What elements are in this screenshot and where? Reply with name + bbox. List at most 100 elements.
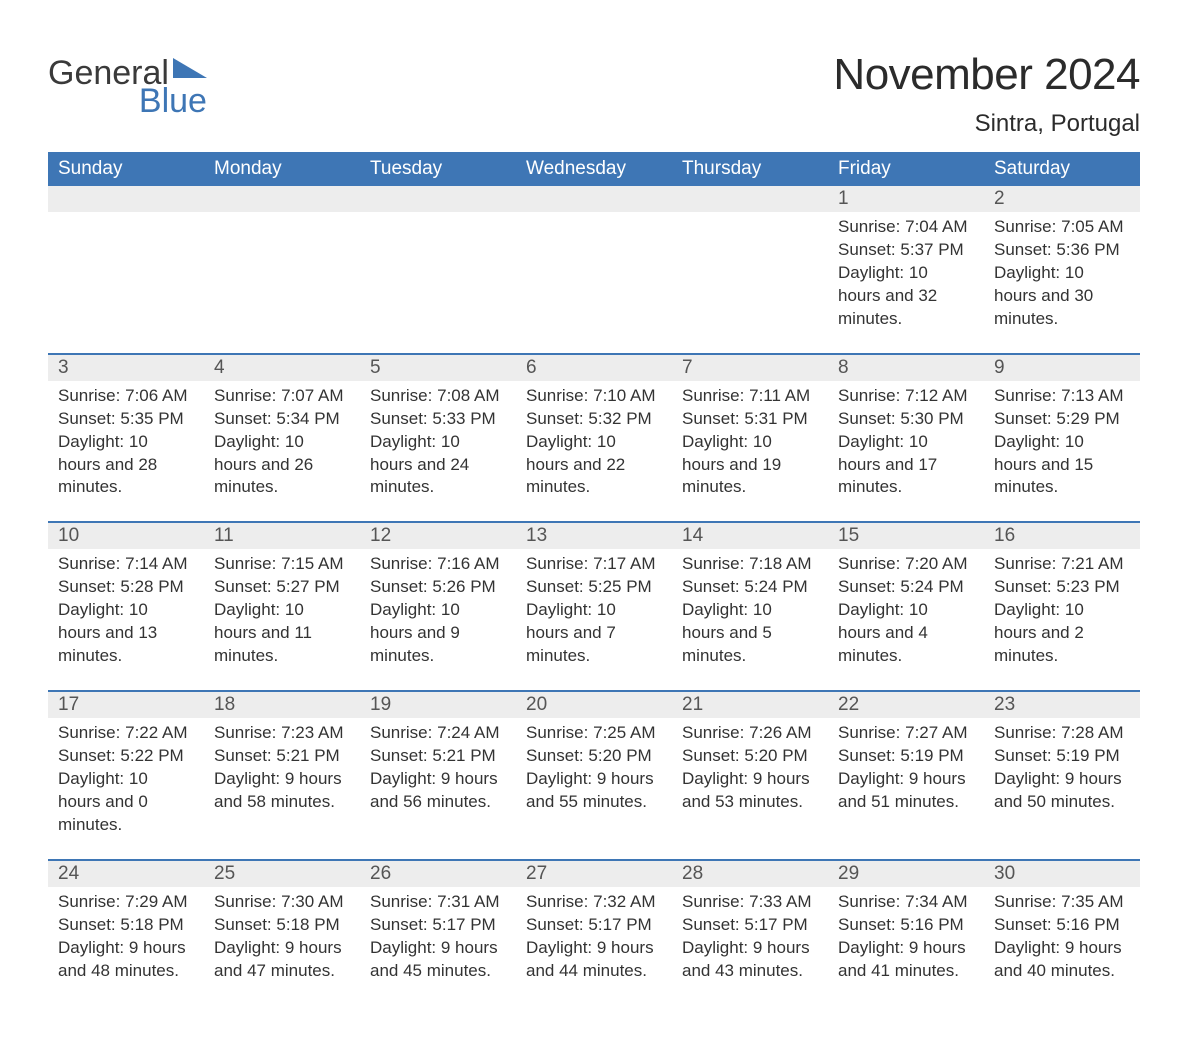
calendar-day-cell: 24Sunrise: 7:29 AMSunset: 5:18 PMDayligh… — [48, 860, 204, 1005]
daylight-line: Daylight: 10 hours and 28 minutes. — [58, 431, 194, 500]
sunset-line-value: 5:21 PM — [432, 746, 495, 765]
sunset-line-value: 5:20 PM — [744, 746, 807, 765]
sunrise-line: Sunrise: 7:17 AM — [526, 553, 662, 576]
day-details: Sunrise: 7:10 AMSunset: 5:32 PMDaylight:… — [516, 381, 672, 500]
sunset-line-label: Sunset: — [994, 746, 1052, 765]
sunset-line-value: 5:26 PM — [432, 577, 495, 596]
calendar-week-row: 3Sunrise: 7:06 AMSunset: 5:35 PMDaylight… — [48, 354, 1140, 523]
sunrise-line-label: Sunrise: — [58, 723, 120, 742]
calendar-day-cell: 7Sunrise: 7:11 AMSunset: 5:31 PMDaylight… — [672, 354, 828, 523]
sunset-line: Sunset: 5:18 PM — [58, 914, 194, 937]
sunrise-line: Sunrise: 7:33 AM — [682, 891, 818, 914]
daylight-line: Daylight: 9 hours and 48 minutes. — [58, 937, 194, 983]
sunset-line-value: 5:23 PM — [1056, 577, 1119, 596]
calendar-day-cell: 4Sunrise: 7:07 AMSunset: 5:34 PMDaylight… — [204, 354, 360, 523]
day-details: Sunrise: 7:11 AMSunset: 5:31 PMDaylight:… — [672, 381, 828, 500]
day-details: Sunrise: 7:07 AMSunset: 5:34 PMDaylight:… — [204, 381, 360, 500]
daylight-line-label: Daylight: — [370, 938, 436, 957]
sunset-line-value: 5:33 PM — [432, 409, 495, 428]
brand-triangle-icon — [173, 50, 207, 84]
day-details: Sunrise: 7:13 AMSunset: 5:29 PMDaylight:… — [984, 381, 1140, 500]
sunrise-line-label: Sunrise: — [994, 723, 1056, 742]
sunset-line-label: Sunset: — [370, 409, 428, 428]
daylight-line: Daylight: 10 hours and 9 minutes. — [370, 599, 506, 668]
sunset-line-value: 5:35 PM — [120, 409, 183, 428]
day-number — [48, 186, 204, 212]
sunrise-line: Sunrise: 7:28 AM — [994, 722, 1130, 745]
daylight-line-label: Daylight: — [994, 432, 1060, 451]
weekday-header: Thursday — [672, 152, 828, 186]
calendar-day-cell: 8Sunrise: 7:12 AMSunset: 5:30 PMDaylight… — [828, 354, 984, 523]
calendar-day-cell: 9Sunrise: 7:13 AMSunset: 5:29 PMDaylight… — [984, 354, 1140, 523]
sunset-line: Sunset: 5:33 PM — [370, 408, 506, 431]
calendar-day-cell: 26Sunrise: 7:31 AMSunset: 5:17 PMDayligh… — [360, 860, 516, 1005]
daylight-line-label: Daylight: — [994, 938, 1060, 957]
sunrise-line-value: 7:06 AM — [125, 386, 187, 405]
daylight-line: Daylight: 9 hours and 53 minutes. — [682, 768, 818, 814]
sunset-line-label: Sunset: — [838, 409, 896, 428]
sunrise-line: Sunrise: 7:14 AM — [58, 553, 194, 576]
sunset-line-label: Sunset: — [838, 577, 896, 596]
day-number: 7 — [672, 355, 828, 381]
sunset-line-value: 5:19 PM — [900, 746, 963, 765]
sunrise-line: Sunrise: 7:22 AM — [58, 722, 194, 745]
sunrise-line-label: Sunrise: — [526, 723, 588, 742]
sunset-line-label: Sunset: — [526, 409, 584, 428]
sunset-line: Sunset: 5:29 PM — [994, 408, 1130, 431]
day-number: 30 — [984, 861, 1140, 887]
day-number: 15 — [828, 523, 984, 549]
sunrise-line: Sunrise: 7:20 AM — [838, 553, 974, 576]
sunrise-line-label: Sunrise: — [682, 892, 744, 911]
sunset-line: Sunset: 5:22 PM — [58, 745, 194, 768]
day-number: 8 — [828, 355, 984, 381]
sunset-line: Sunset: 5:21 PM — [370, 745, 506, 768]
sunset-line-value: 5:20 PM — [588, 746, 651, 765]
sunrise-line-label: Sunrise: — [214, 386, 276, 405]
sunrise-line-value: 7:10 AM — [593, 386, 655, 405]
day-number: 2 — [984, 186, 1140, 212]
calendar-day-cell: 5Sunrise: 7:08 AMSunset: 5:33 PMDaylight… — [360, 354, 516, 523]
day-details: Sunrise: 7:08 AMSunset: 5:33 PMDaylight:… — [360, 381, 516, 500]
sunset-line-label: Sunset: — [838, 746, 896, 765]
calendar-day-cell: 11Sunrise: 7:15 AMSunset: 5:27 PMDayligh… — [204, 522, 360, 691]
sunrise-line-value: 7:15 AM — [281, 554, 343, 573]
sunrise-line: Sunrise: 7:08 AM — [370, 385, 506, 408]
daylight-line: Daylight: 10 hours and 26 minutes. — [214, 431, 350, 500]
day-number: 27 — [516, 861, 672, 887]
sunrise-line: Sunrise: 7:25 AM — [526, 722, 662, 745]
sunrise-line: Sunrise: 7:21 AM — [994, 553, 1130, 576]
daylight-line: Daylight: 9 hours and 40 minutes. — [994, 937, 1130, 983]
sunrise-line: Sunrise: 7:15 AM — [214, 553, 350, 576]
calendar-day-cell — [516, 186, 672, 354]
sunset-line: Sunset: 5:20 PM — [682, 745, 818, 768]
sunset-line: Sunset: 5:27 PM — [214, 576, 350, 599]
calendar-day-cell — [48, 186, 204, 354]
sunset-line-label: Sunset: — [994, 577, 1052, 596]
sunrise-line-label: Sunrise: — [838, 386, 900, 405]
sunrise-line-label: Sunrise: — [370, 554, 432, 573]
daylight-line: Daylight: 10 hours and 0 minutes. — [58, 768, 194, 837]
weekday-header: Saturday — [984, 152, 1140, 186]
day-details: Sunrise: 7:35 AMSunset: 5:16 PMDaylight:… — [984, 887, 1140, 983]
day-details: Sunrise: 7:32 AMSunset: 5:17 PMDaylight:… — [516, 887, 672, 983]
calendar-day-cell — [360, 186, 516, 354]
sunrise-line-label: Sunrise: — [838, 892, 900, 911]
sunrise-line-value: 7:08 AM — [437, 386, 499, 405]
daylight-line-label: Daylight: — [214, 938, 280, 957]
calendar-week-row: 17Sunrise: 7:22 AMSunset: 5:22 PMDayligh… — [48, 691, 1140, 860]
sunset-line: Sunset: 5:25 PM — [526, 576, 662, 599]
sunset-line: Sunset: 5:30 PM — [838, 408, 974, 431]
daylight-line-label: Daylight: — [370, 600, 436, 619]
daylight-line-label: Daylight: — [214, 600, 280, 619]
sunrise-line: Sunrise: 7:07 AM — [214, 385, 350, 408]
daylight-line: Daylight: 10 hours and 5 minutes. — [682, 599, 818, 668]
day-number: 17 — [48, 692, 204, 718]
sunrise-line-value: 7:14 AM — [125, 554, 187, 573]
sunrise-line: Sunrise: 7:31 AM — [370, 891, 506, 914]
sunrise-line-label: Sunrise: — [526, 386, 588, 405]
sunset-line-label: Sunset: — [214, 409, 272, 428]
daylight-line: Daylight: 9 hours and 56 minutes. — [370, 768, 506, 814]
sunset-line: Sunset: 5:21 PM — [214, 745, 350, 768]
sunset-line-value: 5:19 PM — [1056, 746, 1119, 765]
sunset-line-value: 5:30 PM — [900, 409, 963, 428]
